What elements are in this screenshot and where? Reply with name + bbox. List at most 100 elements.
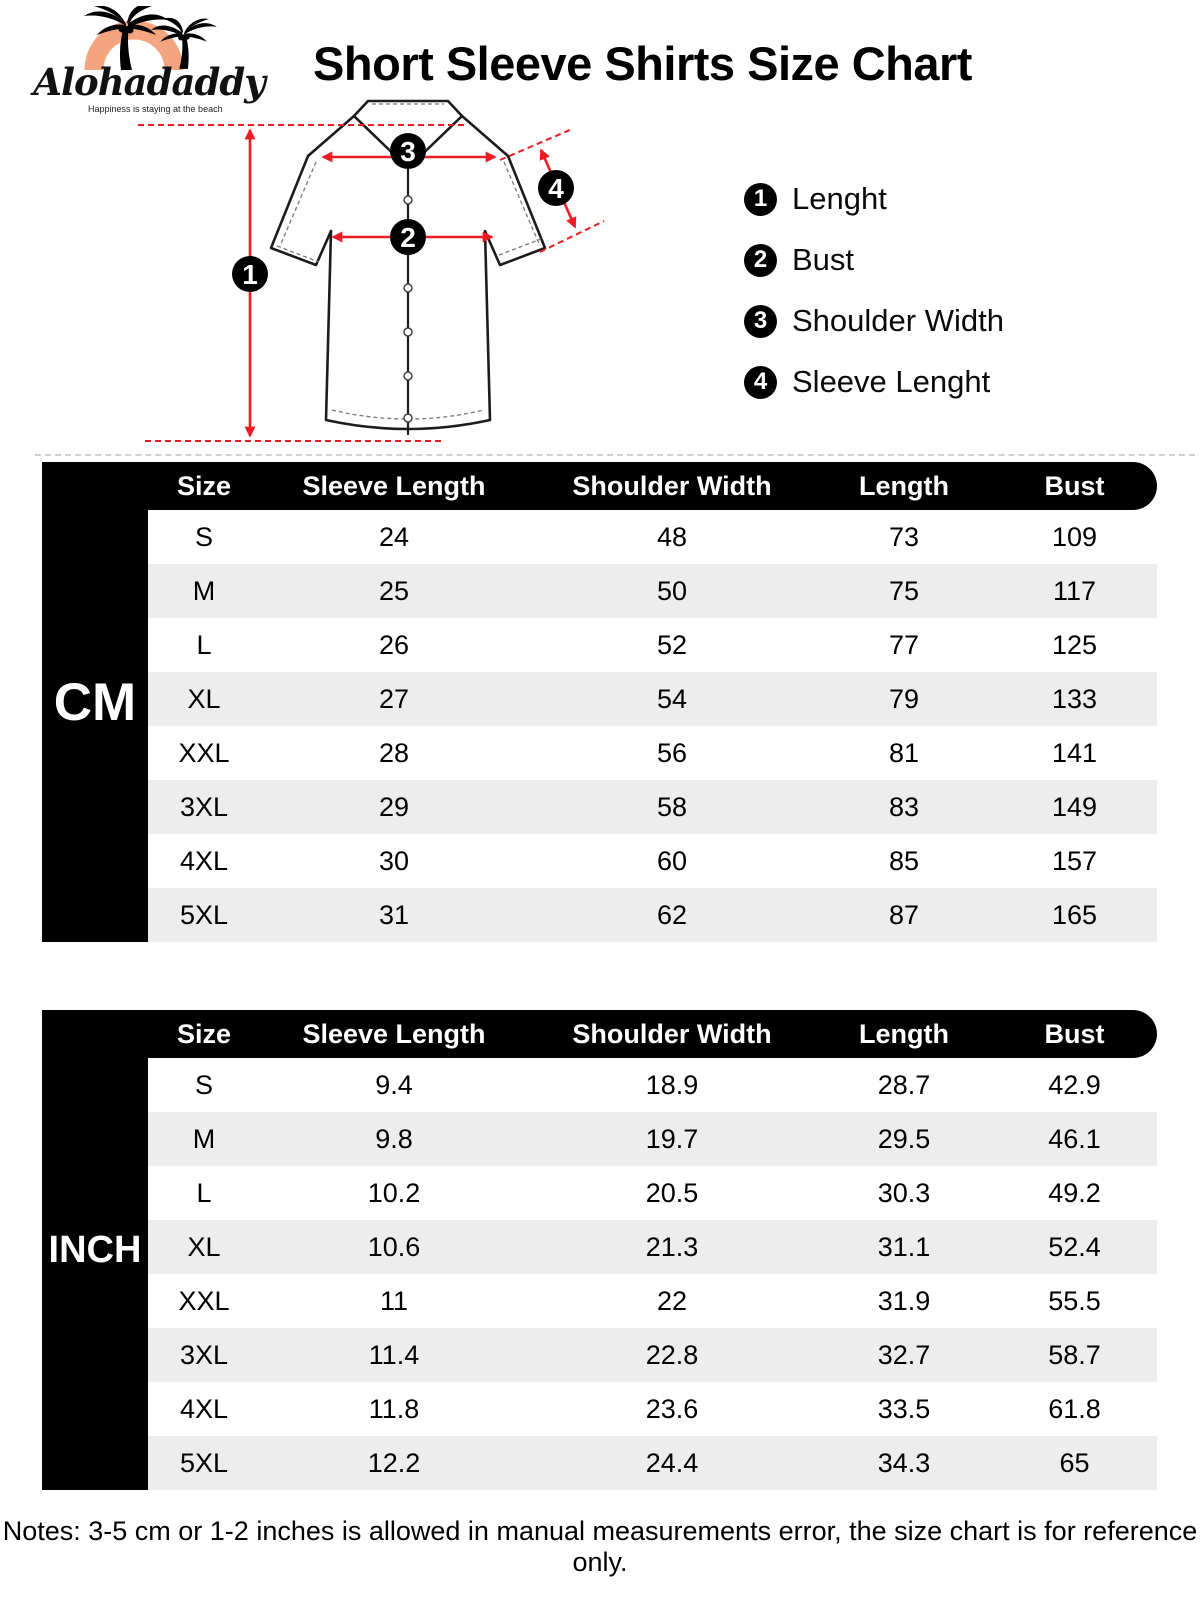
value-cell: 28.7 — [877, 1069, 931, 1100]
value-cell: 75 — [888, 575, 920, 606]
table-row-5xl: 5XL 31 62 87 165 — [148, 888, 1157, 942]
legend-item-length: 1 Lenght — [744, 181, 1004, 216]
marker-2: 2 — [400, 222, 416, 253]
shirt-measurement-diagram: 1 2 3 4 — [138, 99, 605, 442]
column-header-length: Length — [859, 470, 949, 501]
value-cell: 24 — [378, 521, 410, 552]
size-cell: XXL — [178, 1285, 230, 1316]
inch-table-header: Size Sleeve Length Shoulder Width Length… — [42, 1010, 1157, 1058]
inch-size-table: Size Sleeve Length Shoulder Width Length… — [42, 1010, 1157, 1490]
column-header-shoulder-width: Shoulder Width — [572, 470, 772, 501]
legend-label-sleeve-length: Sleeve Lenght — [792, 364, 991, 399]
value-cell: 33.5 — [877, 1393, 931, 1424]
value-cell: 46.1 — [1048, 1123, 1101, 1154]
cm-unit-sidebar: CM — [42, 462, 148, 942]
value-cell: 24.4 — [645, 1447, 699, 1478]
legend-item-shoulder-width: 3 Shoulder Width — [744, 303, 1004, 338]
marker-3: 3 — [400, 136, 416, 167]
value-cell: 58.7 — [1048, 1339, 1101, 1370]
value-cell: 55.5 — [1048, 1285, 1101, 1316]
table-row-xxl: XXL 11 22 31.9 55.5 — [148, 1274, 1157, 1328]
size-cell: 3XL — [179, 1339, 229, 1370]
table-row-xxl: XXL 28 56 81 141 — [148, 726, 1157, 780]
value-cell: 18.9 — [645, 1069, 699, 1100]
value-cell: 125 — [1051, 629, 1098, 660]
size-cell: M — [192, 1123, 216, 1154]
value-cell: 141 — [1051, 737, 1098, 768]
size-cell: 4XL — [179, 1393, 229, 1424]
value-cell: 19.7 — [645, 1123, 699, 1154]
value-cell: 109 — [1051, 521, 1098, 552]
brand-tagline: Happiness is staying at the beach — [88, 104, 223, 114]
value-cell: 9.4 — [375, 1069, 413, 1100]
value-cell: 48 — [656, 521, 688, 552]
column-header-sleeve-length: Sleeve Length — [302, 1018, 486, 1049]
value-cell: 22.8 — [645, 1339, 699, 1370]
value-cell: 26 — [378, 629, 410, 660]
column-header-length: Length — [859, 1018, 949, 1049]
cm-table-header: Size Sleeve Length Shoulder Width Length… — [42, 462, 1157, 510]
size-cell: XL — [187, 1231, 221, 1262]
marker-1: 1 — [242, 259, 258, 290]
cm-size-table: Size Sleeve Length Shoulder Width Length… — [42, 462, 1157, 942]
size-cell: 5XL — [179, 899, 229, 930]
value-cell: 22 — [656, 1285, 688, 1316]
palm-sun-logo-icon — [84, 6, 217, 71]
value-cell: 34.3 — [877, 1447, 931, 1478]
value-cell: 149 — [1051, 791, 1098, 822]
value-cell: 61.8 — [1048, 1393, 1101, 1424]
table-row-l: L 26 52 77 125 — [148, 618, 1157, 672]
column-header-size: Size — [176, 1018, 232, 1049]
table-row-s: S 9.4 18.9 28.7 42.9 — [148, 1058, 1157, 1112]
size-cell: 5XL — [179, 1447, 229, 1478]
value-cell: 10.2 — [367, 1177, 421, 1208]
value-cell: 12.2 — [367, 1447, 421, 1478]
size-cell: S — [194, 1069, 213, 1100]
value-cell: 83 — [888, 791, 920, 822]
value-cell: 79 — [888, 683, 920, 714]
value-cell: 10.6 — [367, 1231, 421, 1262]
legend-badge-1: 1 — [744, 182, 777, 216]
size-cell: XXL — [178, 737, 230, 768]
column-header-sleeve-length: Sleeve Length — [302, 470, 486, 501]
value-cell: 9.8 — [375, 1123, 413, 1154]
brand-logo: Alohadaddy Happiness is staying at the b… — [30, 6, 268, 114]
table-row-m: M 25 50 75 117 — [148, 564, 1157, 618]
table-row-m: M 9.8 19.7 29.5 46.1 — [148, 1112, 1157, 1166]
value-cell: 54 — [656, 683, 688, 714]
value-cell: 52 — [656, 629, 688, 660]
legend-label-shoulder-width: Shoulder Width — [792, 303, 1004, 338]
measurement-note: Notes: 3-5 cm or 1-2 inches is allowed i… — [2, 1516, 1198, 1577]
value-cell: 30.3 — [877, 1177, 931, 1208]
legend-badge-2: 2 — [744, 243, 777, 277]
value-cell: 42.9 — [1048, 1069, 1101, 1100]
value-cell: 23.6 — [645, 1393, 699, 1424]
value-cell: 29.5 — [877, 1123, 931, 1154]
value-cell: 165 — [1051, 899, 1098, 930]
value-cell: 25 — [378, 575, 410, 606]
value-cell: 29 — [378, 791, 410, 822]
value-cell: 133 — [1051, 683, 1098, 714]
legend-label-length: Lenght — [792, 181, 887, 216]
legend-badge-3: 3 — [744, 304, 777, 338]
value-cell: 11.4 — [368, 1339, 420, 1370]
column-header-bust: Bust — [1044, 470, 1105, 501]
legend-badge-4: 4 — [744, 365, 777, 399]
value-cell: 65 — [1059, 1447, 1090, 1478]
value-cell: 11.8 — [368, 1393, 420, 1424]
inch-table-body: S 9.4 18.9 28.7 42.9 M 9.8 19.7 29.5 46.… — [148, 1058, 1157, 1490]
brand-name: Alohadaddy — [33, 60, 265, 104]
table-row-3xl: 3XL 29 58 83 149 — [148, 780, 1157, 834]
value-cell: 20.5 — [645, 1177, 699, 1208]
value-cell: 77 — [888, 629, 920, 660]
value-cell: 52.4 — [1048, 1231, 1101, 1262]
table-row-4xl: 4XL 11.8 23.6 33.5 61.8 — [148, 1382, 1157, 1436]
table-row-xl: XL 10.6 21.3 31.1 52.4 — [148, 1220, 1157, 1274]
table-row-5xl: 5XL 12.2 24.4 34.3 65 — [148, 1436, 1157, 1490]
column-header-shoulder-width: Shoulder Width — [572, 1018, 772, 1049]
table-row-xl: XL 27 54 79 133 — [148, 672, 1157, 726]
shirt-outline — [269, 99, 547, 436]
value-cell: 56 — [656, 737, 688, 768]
size-cell: XL — [187, 683, 221, 714]
